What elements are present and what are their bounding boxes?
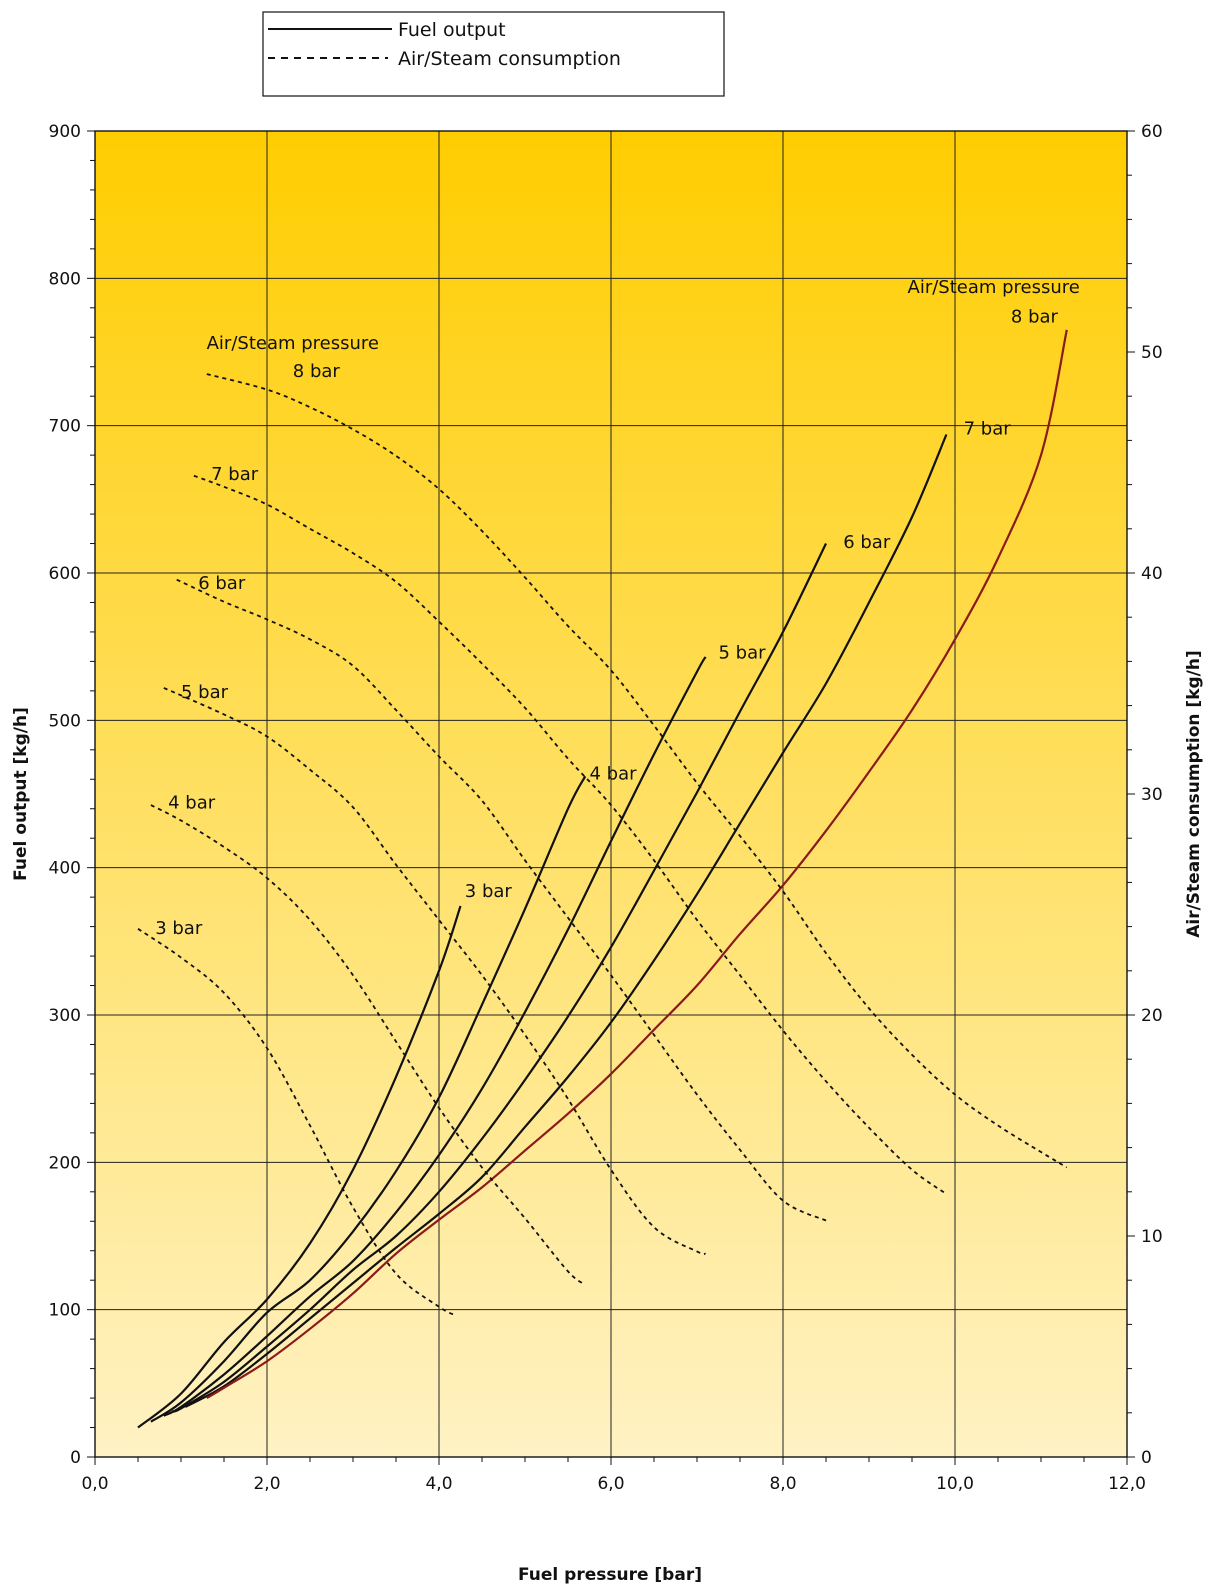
y2-tick-label: 20: [1141, 1006, 1163, 1026]
y2-tick-label: 60: [1141, 122, 1163, 142]
gridlines: [94, 130, 1128, 1458]
annotation-label: 6 bar: [843, 532, 891, 553]
y2-tick-label: 10: [1141, 1227, 1163, 1247]
x-tick-label: 12,0: [1108, 1474, 1146, 1494]
series-line-air-steam-consumption-7-bar: [193, 474, 947, 1195]
annotation-label: 5 bar: [719, 642, 767, 663]
series-line-air-steam-consumption-5-bar: [163, 687, 706, 1255]
y-tick-label: 700: [49, 417, 81, 437]
annotation-label: 4 bar: [168, 793, 216, 814]
x-tick-label: 2,0: [253, 1474, 280, 1494]
legend-label-fuel-output: Fuel output: [398, 19, 506, 41]
series-line-air-steam-consumption-6-bar: [176, 578, 827, 1222]
annotations: 3 bar 4 bar 5 bar 6 bar 7 bar Air/Steam press…: [155, 277, 1080, 939]
tick-labels: 0,0 2,0 4,0 6,0 8,0 10,0 12,001002003004005006…: [49, 122, 1163, 1494]
series-lines: [137, 329, 1068, 1429]
axis-ticks: [87, 130, 1135, 1465]
y-tick-label: 100: [49, 1301, 81, 1321]
y2-tick-label: 0: [1141, 1448, 1152, 1468]
series-line-air-steam-consumption-8-bar: [206, 373, 1068, 1169]
series-line-fuel-output-8-bar: [206, 329, 1068, 1400]
annotation-label: 6 bar: [198, 573, 246, 594]
annotation-label: 5 bar: [181, 682, 229, 703]
legend-box: [262, 11, 725, 97]
annotation-label: 8 bar: [1011, 307, 1059, 328]
y-tick-label: 500: [49, 711, 81, 731]
y2-axis-title: Air/Steam consumption [kg/h]: [1184, 650, 1204, 938]
annotation-label: 8 bar: [293, 361, 341, 382]
plot-frame: [94, 130, 1128, 1458]
y-tick-label: 600: [49, 564, 81, 584]
x-tick-label: 8,0: [769, 1474, 796, 1494]
y-tick-label: 400: [49, 859, 81, 879]
y-tick-label: 300: [49, 1006, 81, 1026]
series-line-fuel-output-3-bar: [137, 905, 462, 1429]
series-line-air-steam-consumption-3-bar: [137, 928, 457, 1317]
series-line-fuel-output-6-bar: [172, 543, 827, 1413]
y-axis-title: Fuel output [kg/h]: [11, 707, 31, 881]
y-tick-label: 900: [49, 122, 81, 142]
series-line-fuel-output-5-bar: [163, 656, 707, 1417]
annotation-label: Air/Steam pressure: [207, 333, 379, 354]
legend: Fuel output Air/Steam consumption: [262, 11, 725, 97]
annotation-label: 7 bar: [211, 464, 259, 485]
series-line-air-steam-consumption-4-bar: [150, 804, 586, 1286]
y2-tick-label: 50: [1141, 343, 1163, 363]
series-line-fuel-output-4-bar: [150, 775, 587, 1423]
x-tick-label: 0,0: [81, 1474, 108, 1494]
y-tick-label: 0: [70, 1448, 81, 1468]
annotation-label: 3 bar: [465, 881, 513, 902]
annotation-label: 4 bar: [590, 763, 638, 784]
x-tick-label: 4,0: [425, 1474, 452, 1494]
y2-tick-label: 40: [1141, 564, 1163, 584]
annotation-label: 3 bar: [155, 918, 203, 939]
series-line-fuel-output-7-bar: [184, 434, 948, 1408]
annotation-label: Air/Steam pressure: [908, 277, 1080, 298]
legend-label-air-steam: Air/Steam consumption: [398, 48, 621, 70]
y-tick-label: 800: [49, 269, 81, 289]
annotation-label: 7 bar: [964, 419, 1012, 440]
x-tick-label: 6,0: [597, 1474, 624, 1494]
y2-tick-label: 30: [1141, 785, 1163, 805]
x-tick-label: 10,0: [936, 1474, 974, 1494]
x-axis-title: Fuel pressure [bar]: [518, 1565, 702, 1584]
y-tick-label: 200: [49, 1153, 81, 1173]
